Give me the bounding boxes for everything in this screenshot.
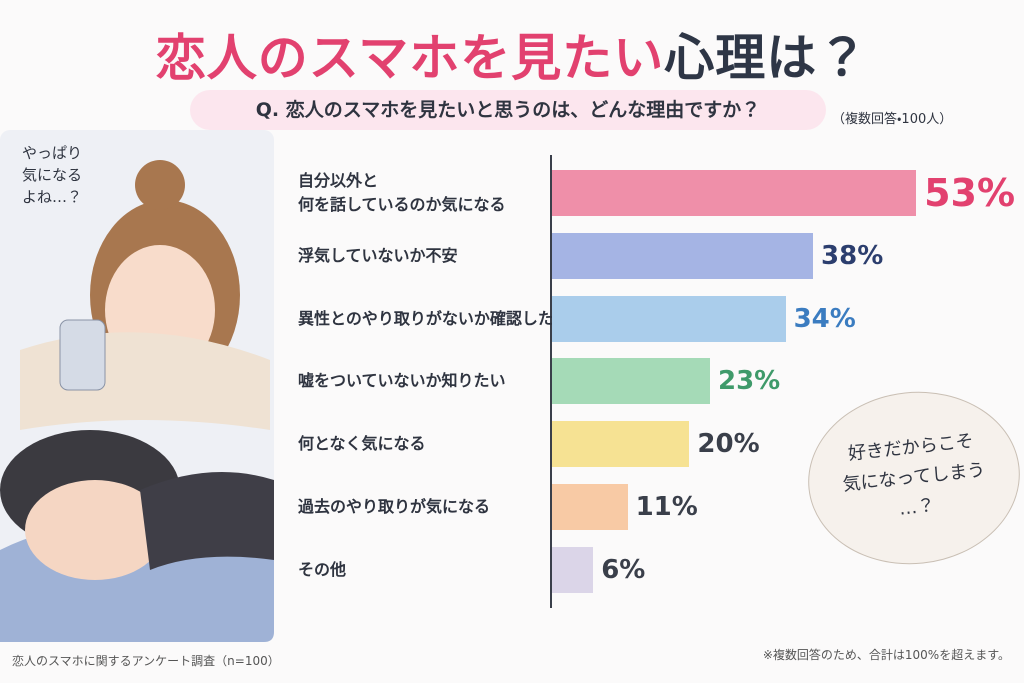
category-label: 自分以外と 何を話しているのか気になる — [298, 171, 506, 214]
bar — [552, 232, 814, 279]
value-label: 38% — [821, 240, 884, 271]
category-label: 嘘をついていないか知りたい — [298, 371, 506, 391]
category-label: その他 — [298, 559, 347, 579]
thought-text: やっぱり 気になる よね…？ — [22, 144, 83, 206]
source: 恋人のスマホに関するアンケート調査（n=100） — [12, 654, 280, 668]
category-label: 何となく気になる — [298, 434, 426, 454]
title: 恋人のスマホを見たい心理は？ — [0, 18, 1024, 90]
axis-line — [550, 155, 552, 608]
illustration — [0, 130, 274, 642]
note: （複数回答・100人） — [832, 112, 953, 127]
bar — [552, 421, 690, 468]
bar — [552, 546, 594, 593]
bar — [552, 295, 786, 342]
speech-bubble: 好きだからこそ 気になってしまう …？ — [799, 381, 1024, 575]
value-label: 20% — [697, 429, 760, 460]
value-label: 34% — [793, 303, 856, 334]
value-label: 23% — [718, 366, 781, 397]
value-label: 53% — [924, 171, 1016, 215]
category-label: 異性とのやり取りがないか確認したい — [298, 308, 570, 328]
bar — [552, 358, 710, 405]
question: Q. 恋人のスマホを見たいと思うのは、どんな理由ですか？ — [190, 90, 826, 130]
title-rest: 心理は？ — [664, 29, 869, 87]
title-highlight: 恋人のスマホを見たい — [155, 29, 665, 87]
value-label: 11% — [635, 492, 698, 522]
value-label: 6% — [601, 554, 646, 585]
category-label: 浮気していないか不安 — [298, 245, 458, 265]
category-label: 過去のやり取りが気になる — [298, 497, 491, 516]
bar — [552, 170, 917, 216]
bar — [552, 484, 628, 530]
footnote: ※複数回答のため、合計は100%を超えます。 — [762, 648, 1010, 662]
